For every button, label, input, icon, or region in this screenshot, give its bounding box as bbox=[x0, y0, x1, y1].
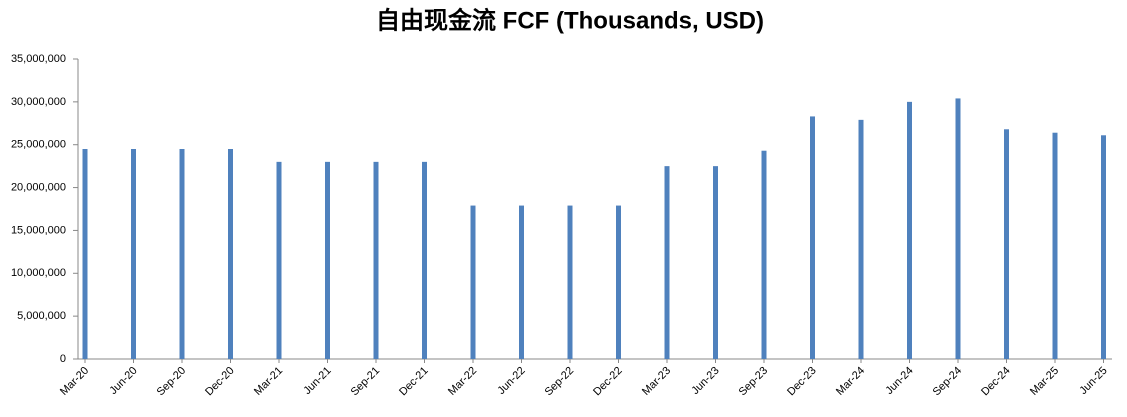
y-tick-label: 35,000,000 bbox=[11, 53, 66, 65]
x-tick-label: Jun-21 bbox=[301, 365, 333, 397]
x-tick-label: Dec-23 bbox=[785, 365, 819, 399]
y-tick-label: 30,000,000 bbox=[11, 96, 66, 108]
bar bbox=[131, 149, 136, 359]
bar bbox=[179, 149, 185, 359]
bar bbox=[276, 161, 282, 359]
bar bbox=[713, 166, 718, 359]
bar bbox=[228, 149, 233, 359]
bar bbox=[907, 101, 912, 359]
bar bbox=[470, 205, 476, 359]
x-tick-label: Dec-20 bbox=[203, 365, 237, 399]
x-tick-label: Sep-21 bbox=[349, 365, 383, 399]
bar bbox=[1101, 135, 1106, 359]
x-tick-label: Jun-20 bbox=[107, 365, 139, 397]
x-tick-label: Jun-25 bbox=[1077, 365, 1109, 397]
x-tick-label: Mar-24 bbox=[834, 365, 867, 398]
x-tick-label: Sep-23 bbox=[737, 365, 771, 399]
bar bbox=[82, 149, 88, 359]
x-tick-label: Mar-25 bbox=[1028, 365, 1061, 398]
bar bbox=[1004, 129, 1009, 359]
chart-title: 自由现金流 FCF (Thousands, USD) bbox=[376, 6, 764, 34]
bar bbox=[761, 150, 767, 359]
y-tick-label: 25,000,000 bbox=[11, 139, 66, 151]
x-tick-label: Mar-20 bbox=[58, 365, 91, 398]
y-tick-label: 0 bbox=[60, 353, 66, 365]
y-tick-label: 10,000,000 bbox=[11, 267, 66, 279]
bar bbox=[616, 205, 621, 359]
bar bbox=[1052, 132, 1058, 359]
bar bbox=[519, 205, 524, 359]
y-tick-label: 15,000,000 bbox=[11, 224, 66, 236]
x-tick-label: Dec-22 bbox=[591, 365, 625, 399]
x-tick-label: Dec-24 bbox=[979, 365, 1013, 399]
x-tick-label: Mar-23 bbox=[640, 365, 673, 398]
x-tick-label: Mar-21 bbox=[252, 365, 285, 398]
x-tick-label: Sep-22 bbox=[543, 365, 577, 399]
y-tick-label: 20,000,000 bbox=[11, 181, 66, 193]
x-tick-label: Jun-23 bbox=[689, 365, 721, 397]
bar bbox=[325, 161, 330, 359]
x-tick-label: Jun-24 bbox=[883, 365, 915, 397]
bar bbox=[422, 161, 427, 359]
x-tick-label: Sep-20 bbox=[155, 365, 189, 399]
x-tick-label: Jun-22 bbox=[495, 365, 527, 397]
bar bbox=[664, 166, 670, 359]
x-tick-label: Dec-21 bbox=[397, 365, 431, 399]
bar bbox=[567, 205, 573, 359]
bar bbox=[810, 116, 815, 359]
bar bbox=[955, 98, 961, 359]
x-tick-label: Sep-24 bbox=[931, 365, 965, 399]
bar bbox=[373, 161, 379, 359]
bar bbox=[858, 119, 864, 359]
y-tick-label: 5,000,000 bbox=[17, 310, 66, 322]
x-tick-label: Mar-22 bbox=[446, 365, 479, 398]
